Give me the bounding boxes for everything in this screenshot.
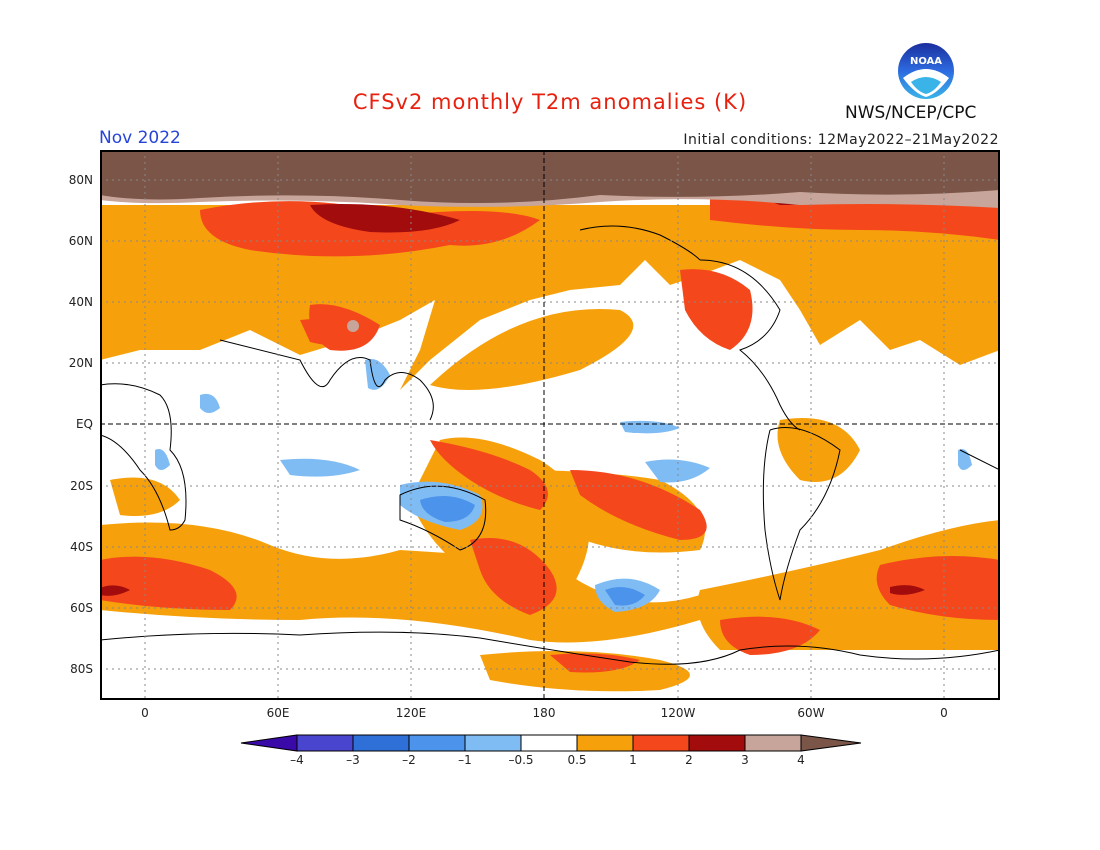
colorbar-segment xyxy=(744,734,802,752)
colorbar-segment xyxy=(296,734,354,752)
colorbar-label: –0.5 xyxy=(508,753,534,767)
lat-label: 20S xyxy=(70,479,93,493)
lon-label: 120E xyxy=(395,706,427,720)
noaa-logo: NOAA xyxy=(898,43,954,99)
colorbar-label: –1 xyxy=(458,753,472,767)
colorbar-label: 4 xyxy=(797,753,805,767)
colorbar-segment xyxy=(632,734,690,752)
colorbar-label: –3 xyxy=(346,753,360,767)
lat-label: 60N xyxy=(68,234,93,248)
equator-dateline xyxy=(100,150,1000,700)
lat-label: 40N xyxy=(68,295,93,309)
map-frame xyxy=(100,150,1000,700)
logo-text: NOAA xyxy=(910,56,942,67)
lat-label: EQ xyxy=(75,417,93,431)
agency-label: NWS/NCEP/CPC xyxy=(845,103,977,123)
lon-label: 60E xyxy=(266,706,290,720)
colorbar-segment xyxy=(408,734,466,752)
lat-label: 80S xyxy=(70,662,93,676)
colorbar xyxy=(240,734,862,752)
lat-label: 20N xyxy=(68,356,93,370)
colorbar-label: 1 xyxy=(629,753,637,767)
colorbar-arrow-high xyxy=(800,734,862,752)
lat-label: 80N xyxy=(68,173,93,187)
gridlines xyxy=(100,150,1000,700)
map-title: CFSv2 monthly T2m anomalies (K) xyxy=(352,90,748,114)
colorbar-label: –2 xyxy=(402,753,416,767)
lon-label: 60W xyxy=(797,706,825,720)
lon-label: 0 xyxy=(940,706,948,720)
lon-label: 180 xyxy=(532,706,556,720)
lon-label: 120W xyxy=(660,706,696,720)
colorbar-label: –4 xyxy=(290,753,304,767)
lon-label: 0 xyxy=(141,706,149,720)
colorbar-segment xyxy=(464,734,522,752)
colorbar-label: 2 xyxy=(685,753,693,767)
coastlines xyxy=(100,225,1000,665)
colorbar-segment xyxy=(352,734,410,752)
lat-label: 40S xyxy=(70,540,93,554)
lat-label: 60S xyxy=(70,601,93,615)
anomaly-fill-brown xyxy=(100,150,1000,204)
colorbar-segment xyxy=(576,734,634,752)
anomaly-map xyxy=(100,150,1000,700)
initial-conditions: Initial conditions: 12May2022–21May2022 xyxy=(683,132,999,148)
anomaly-fill-blue xyxy=(420,496,645,606)
colorbar-arrow-low xyxy=(240,734,298,752)
colorbar-label: 3 xyxy=(741,753,749,767)
forecast-month: Nov 2022 xyxy=(99,128,181,148)
colorbar-segment xyxy=(520,734,578,752)
colorbar-segment xyxy=(688,734,746,752)
colorbar-label: 0.5 xyxy=(567,753,587,767)
